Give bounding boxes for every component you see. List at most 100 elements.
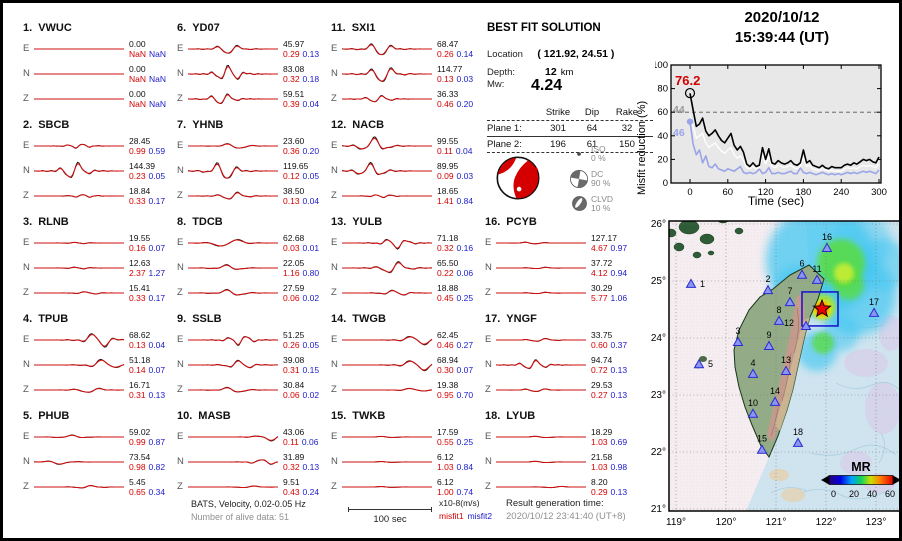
misfit2-value: 0.03 xyxy=(456,170,474,181)
result-time-value: 2020/10/12 23:41:40 (UT+8) xyxy=(506,511,626,522)
map-station-marker: 4 xyxy=(747,358,759,378)
waveform-row: N 37.72 4.12 0.94 xyxy=(485,255,657,280)
svg-text:10: 10 xyxy=(748,398,758,408)
channel-values: 6.12 1.03 0.84 xyxy=(437,452,473,472)
amplitude-value: 89.95 xyxy=(437,160,459,171)
svg-text:60: 60 xyxy=(723,187,734,198)
misfit1-value: 0.09 xyxy=(437,170,454,181)
waveform-trace xyxy=(188,65,278,81)
channel-values: 45.97 0.29 0.13 xyxy=(283,39,319,59)
misfit1-value: 2.37 xyxy=(129,267,146,278)
misfit1-value: 0.14 xyxy=(129,364,146,375)
misfit1-value: 0.27 xyxy=(591,389,608,400)
amplitude-value: 18.65 xyxy=(437,185,459,196)
misfit1-value: 0.60 xyxy=(591,339,608,350)
svg-text:100: 100 xyxy=(655,60,668,71)
waveform-trace xyxy=(496,388,586,392)
station-block: 13. YULB E 71.18 0.32 0.16 N 65.50 0.22 0.0… xyxy=(331,211,483,308)
amplitude-value: 12.63 xyxy=(129,257,151,268)
nodal-plane-row: Plane 2: 196 61 150 xyxy=(487,137,653,153)
waveform-row: E 0.00 NaN NaN xyxy=(23,36,175,61)
waveform-row: N 144.39 0.23 0.05 xyxy=(23,158,175,183)
svg-text:44: 44 xyxy=(673,104,685,116)
channel-label: Z xyxy=(23,190,29,201)
waveform-trace xyxy=(342,238,433,250)
waveform-row: E 23.60 0.36 0.20 xyxy=(177,133,329,158)
map-station-marker: 18 xyxy=(792,427,804,447)
station-number: 5. xyxy=(23,410,33,422)
station-number: 11. xyxy=(331,22,346,34)
waveform-trace xyxy=(342,289,433,296)
station-code: PHUB xyxy=(38,410,70,422)
misfit2-value: 0.04 xyxy=(455,145,473,156)
mr-colorbar-legend: MR 0 20 40 60 xyxy=(821,460,899,499)
map-station-marker: 15 xyxy=(756,434,768,454)
misfit1-value: 0.55 xyxy=(437,436,454,447)
misfit1-value: 0.11 xyxy=(437,145,453,156)
channel-label: E xyxy=(485,431,492,442)
amplitude-value: 68.94 xyxy=(437,354,459,365)
amplitude-value: 51.18 xyxy=(129,354,151,365)
channel-values: 62.68 0.03 0.01 xyxy=(283,233,319,253)
station-block: 1. VWUC E 0.00 NaN NaN N 0.00 NaN NaN Z 0.0… xyxy=(23,17,175,114)
waveform-row: E 99.55 0.11 0.04 xyxy=(331,133,483,158)
station-code: TPUB xyxy=(38,313,69,325)
channel-label: N xyxy=(331,262,338,273)
svg-text:120°: 120° xyxy=(716,517,737,528)
waveform-column-4: BEST FIT SOLUTION Location ( 121.92, 24.… xyxy=(485,17,657,502)
channel-values: 33.75 0.60 0.37 xyxy=(591,330,627,350)
misfit1-value: 0.16 xyxy=(129,242,146,253)
channel-label: E xyxy=(331,140,338,151)
waveform-row: E 19.55 0.16 0.07 xyxy=(23,230,175,255)
svg-text:240: 240 xyxy=(833,187,849,198)
channel-label: N xyxy=(177,165,184,176)
station-code: NACB xyxy=(352,119,385,131)
map-station-marker: 16 xyxy=(821,232,833,252)
station-header: 7. YHNB xyxy=(177,119,329,133)
station-header: 16. PCYB xyxy=(485,216,657,230)
station-number: 7. xyxy=(177,119,187,131)
waveform-trace xyxy=(34,194,124,198)
waveform-trace xyxy=(342,95,432,103)
waveform-column-1: 1. VWUC E 0.00 NaN NaN N 0.00 NaN NaN Z 0.0… xyxy=(23,17,175,502)
misfit2-value: 0.13 xyxy=(302,461,320,472)
location-label: Location xyxy=(487,49,523,60)
misfit1-value: 0.95 xyxy=(437,389,454,400)
channel-values: 18.84 0.33 0.17 xyxy=(129,186,165,206)
misfit2-value: 0.69 xyxy=(610,436,628,447)
svg-text:17: 17 xyxy=(869,297,879,307)
svg-text:18: 18 xyxy=(793,427,803,437)
svg-text:13: 13 xyxy=(781,355,791,365)
map-station-marker: 7 xyxy=(784,286,796,307)
channel-label: E xyxy=(23,237,30,248)
svg-text:123°: 123° xyxy=(866,517,887,528)
station-header: 17. YNGF xyxy=(485,313,657,327)
channel-label: Z xyxy=(331,384,337,395)
svg-text:20: 20 xyxy=(657,154,668,165)
waveform-trace xyxy=(34,358,125,369)
station-block: 7. YHNB E 23.60 0.36 0.20 N 119.65 0.12 0.0… xyxy=(177,114,329,211)
waveform-trace xyxy=(188,162,278,179)
channel-label: Z xyxy=(177,93,183,104)
misfit1-value: 0.26 xyxy=(283,339,300,350)
waveform-row: N 0.00 NaN NaN xyxy=(23,61,175,86)
station-number: 3. xyxy=(23,216,33,228)
misfit1-value: 0.31 xyxy=(283,364,300,375)
amplitude-value: 114.77 xyxy=(437,63,463,74)
amplitude-value: 16.71 xyxy=(129,379,151,390)
station-header: 2. SBCB xyxy=(23,119,175,133)
svg-text:8: 8 xyxy=(776,305,781,315)
svg-text:Time (sec): Time (sec) xyxy=(748,194,804,207)
channel-values: 22.05 1.16 0.80 xyxy=(283,258,319,278)
location-value: ( 121.92, 24.51 ) xyxy=(537,48,615,60)
channel-label: N xyxy=(23,68,30,79)
station-code: SBCB xyxy=(38,119,70,131)
station-block: 8. TDCB E 62.68 0.03 0.01 N 22.05 1.16 0.80… xyxy=(177,211,329,308)
waveform-row: Z 18.65 1.41 0.84 xyxy=(331,183,483,208)
station-block: 3. RLNB E 19.55 0.16 0.07 N 12.63 2.37 1.27… xyxy=(23,211,175,308)
waveform-trace xyxy=(34,73,124,75)
misfit2-value: 0.82 xyxy=(148,461,166,472)
station-block: 16. PCYB E 127.17 4.67 0.97 N 37.72 4.12 0.… xyxy=(485,211,657,308)
